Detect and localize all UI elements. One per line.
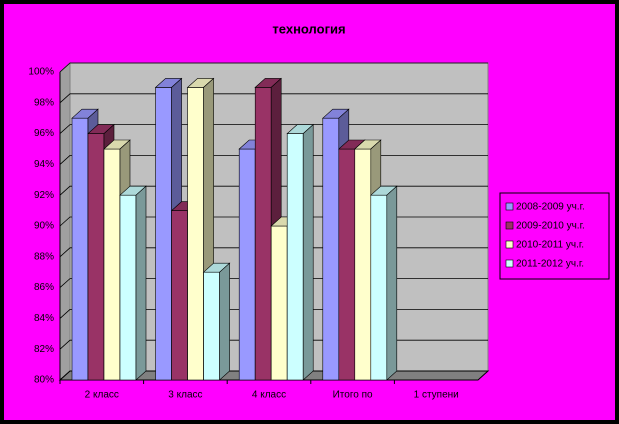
bar [286, 133, 304, 381]
bar [354, 148, 372, 381]
legend-swatch [505, 240, 514, 249]
bar [203, 271, 220, 381]
bar [338, 148, 356, 381]
grid-line [59, 93, 488, 104]
bar-group [202, 262, 231, 381]
bar [238, 148, 256, 381]
legend-swatch [505, 259, 514, 268]
bar [119, 194, 137, 381]
legend-swatch [505, 221, 514, 230]
bar [71, 117, 89, 381]
bar-side [386, 185, 398, 381]
bar-group [286, 123, 314, 381]
legend [499, 192, 610, 280]
x-tick-label: 2 класс [85, 390, 119, 401]
legend-swatch [505, 202, 514, 211]
bar [370, 194, 388, 381]
y-tick-label: 90% [34, 221, 54, 232]
x-tick-label: Итого по [333, 390, 373, 401]
y-tick-label: 100% [28, 67, 54, 78]
y-tick-label: 92% [34, 190, 54, 201]
bar-side [135, 185, 147, 381]
legend-label: 2010-2011 уч.г. [516, 240, 584, 251]
bar [155, 87, 172, 381]
x-tick-label: 4 класс [252, 390, 286, 401]
y-tick-label: 88% [34, 251, 54, 262]
bar [171, 210, 188, 381]
bar [187, 87, 204, 381]
bar-side [219, 262, 230, 381]
bar [322, 117, 340, 381]
bar [254, 87, 272, 381]
legend-label: 2009-2010 уч.г. [516, 221, 585, 232]
y-tick-label: 96% [34, 128, 54, 139]
y-tick-label: 84% [34, 313, 54, 324]
y-tick-label: 98% [34, 97, 54, 108]
legend-label: 2008-2009 уч.г. [516, 202, 585, 213]
x-tick-label: 1 ступени [414, 390, 459, 401]
chart-title: технология [272, 21, 345, 36]
grid-line [59, 62, 488, 73]
bar-group [370, 185, 398, 381]
bar [270, 225, 288, 381]
y-tick-label: 94% [34, 159, 54, 170]
y-tick-label: 82% [34, 344, 54, 355]
y-tick-label: 80% [34, 375, 54, 386]
legend-label: 2011-2012 уч.г. [516, 259, 584, 270]
bar [103, 148, 121, 381]
bar-side [302, 123, 314, 381]
x-tick-label: 3 класс [168, 390, 202, 401]
bar-group [119, 185, 147, 381]
y-tick-label: 86% [34, 282, 54, 293]
bar [87, 133, 105, 381]
